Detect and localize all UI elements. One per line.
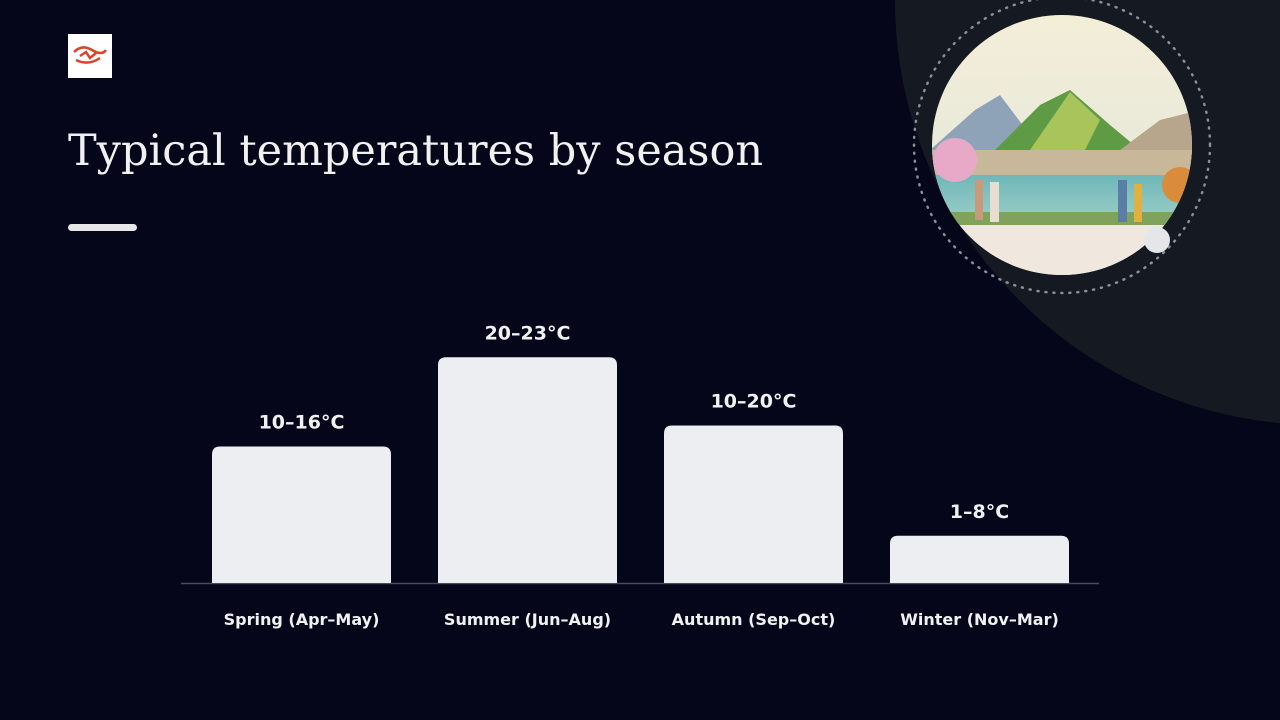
photo — [932, 15, 1192, 275]
title-underline — [68, 224, 137, 231]
bar — [664, 425, 843, 583]
bar — [890, 535, 1069, 583]
bar-chart: 10–16°C Spring (Apr–May) 20–23°C Summer (Ju… — [212, 322, 1069, 629]
title: Typical temperatures by season — [68, 126, 763, 176]
value-label: 20–23°C — [485, 322, 571, 344]
logo-mark — [73, 46, 108, 64]
ring-handle — [1144, 227, 1170, 253]
bar — [212, 446, 391, 583]
category-label: Spring (Apr–May) — [224, 610, 380, 629]
dotted-ring — [912, 0, 1212, 295]
bar — [438, 357, 617, 583]
category-label: Winter (Nov–Mar) — [900, 610, 1059, 629]
category-label: Autumn (Sep–Oct) — [672, 610, 836, 629]
value-label: 1–8°C — [950, 501, 1009, 523]
value-label: 10–16°C — [259, 412, 345, 434]
value-label: 10–20°C — [711, 391, 797, 413]
category-label: Summer (Jun–Aug) — [444, 610, 611, 629]
